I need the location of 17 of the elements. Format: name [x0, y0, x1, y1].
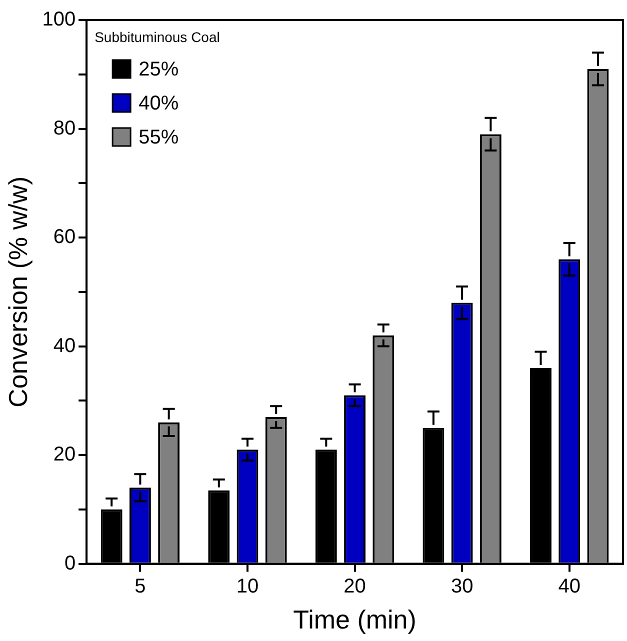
legend-label: 55%	[138, 126, 179, 149]
y-axis-title: Conversion (% w/w)	[2, 176, 33, 408]
y-tick-label: 100	[42, 8, 76, 31]
y-tick-label: 20	[53, 444, 76, 466]
x-axis-title: Time (min)	[293, 604, 416, 635]
y-tick-label: 40	[53, 334, 76, 357]
y-tick-label: 80	[53, 117, 76, 140]
legend-label: 40%	[138, 92, 179, 115]
x-tick-label: 30	[450, 575, 474, 598]
x-tick-label: 20	[344, 575, 366, 598]
x-tick-label: 10	[236, 575, 259, 598]
y-tick-label: 0	[64, 552, 76, 574]
y-tick-label: 60	[53, 226, 76, 248]
x-tick-label: 5	[134, 575, 146, 598]
x-tick-label: 40	[558, 575, 580, 598]
legend-title: Subbituminous Coal	[94, 28, 220, 45]
legend-label: 25%	[138, 58, 179, 81]
